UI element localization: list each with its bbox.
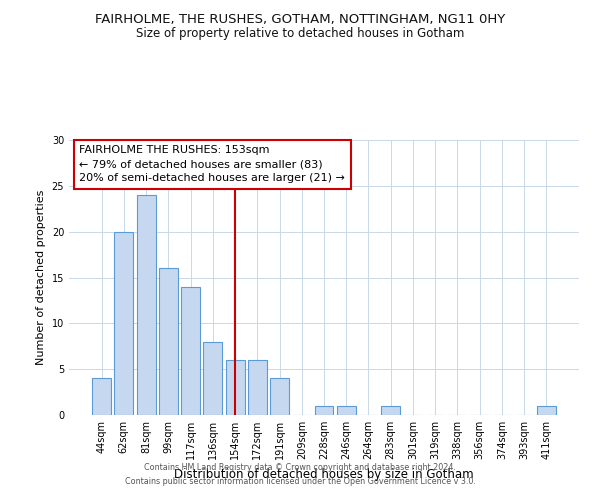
Bar	[159, 268, 178, 415]
Text: FAIRHOLME, THE RUSHES, GOTHAM, NOTTINGHAM, NG11 0HY: FAIRHOLME, THE RUSHES, GOTHAM, NOTTINGHA…	[95, 12, 505, 26]
Bar	[537, 406, 556, 415]
Bar	[248, 360, 267, 415]
Bar	[203, 342, 222, 415]
Text: Contains HM Land Registry data © Crown copyright and database right 2024.: Contains HM Land Registry data © Crown c…	[144, 464, 456, 472]
Y-axis label: Number of detached properties: Number of detached properties	[36, 190, 46, 365]
Text: Size of property relative to detached houses in Gotham: Size of property relative to detached ho…	[136, 28, 464, 40]
Bar	[337, 406, 356, 415]
Bar	[226, 360, 245, 415]
Bar	[270, 378, 289, 415]
Bar	[181, 286, 200, 415]
Bar	[314, 406, 334, 415]
Bar	[137, 195, 155, 415]
Text: Contains public sector information licensed under the Open Government Licence v : Contains public sector information licen…	[125, 477, 475, 486]
Bar	[115, 232, 133, 415]
Text: FAIRHOLME THE RUSHES: 153sqm
← 79% of detached houses are smaller (83)
20% of se: FAIRHOLME THE RUSHES: 153sqm ← 79% of de…	[79, 146, 345, 184]
X-axis label: Distribution of detached houses by size in Gotham: Distribution of detached houses by size …	[174, 468, 474, 480]
Bar	[381, 406, 400, 415]
Bar	[92, 378, 111, 415]
